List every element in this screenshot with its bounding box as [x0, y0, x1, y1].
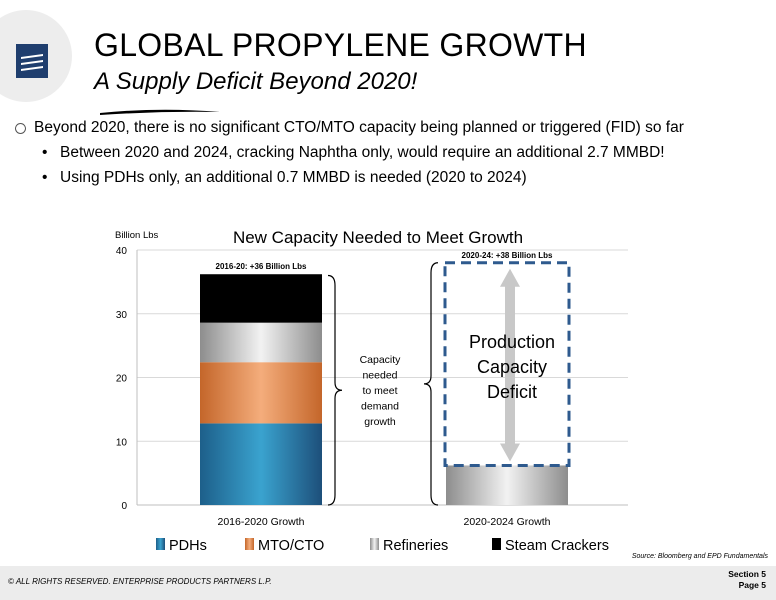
deficit-arrow [500, 268, 520, 462]
y-tick-label: 30 [116, 310, 128, 321]
deficit-text: Production [469, 332, 555, 352]
legend-swatch [492, 538, 501, 550]
legend-label: MTO/CTO [258, 538, 324, 554]
bullet-dot-icon: • [42, 169, 48, 186]
bullet-sub-text: Between 2020 and 2024, cracking Naphtha … [60, 144, 665, 161]
y-tick-label: 40 [116, 246, 128, 257]
section-number: Section 5 [728, 569, 766, 579]
y-tick-label: 0 [121, 501, 127, 512]
page-number: Page 5 [738, 580, 766, 590]
capacity-note-text: needed [362, 370, 397, 382]
bullet-dot-icon: • [42, 144, 48, 161]
bullet-sub: • Using PDHs only, an additional 0.7 MMB… [18, 168, 768, 187]
footer-bar: © ALL RIGHTS RESERVED. ENTERPRISE PRODUC… [0, 566, 776, 600]
bar1-total-label: 2016-20: +36 Billion Lbs [216, 262, 307, 271]
legend-label: PDHs [169, 538, 207, 554]
bullet-list: Beyond 2020, there is no significant CTO… [15, 118, 768, 187]
company-logo [16, 44, 48, 78]
bar-segment-refineries [446, 465, 568, 505]
bullet-sub: • Between 2020 and 2024, cracking Naphth… [18, 143, 768, 162]
legend-label: Refineries [383, 538, 448, 554]
chart-title: New Capacity Needed to Meet Growth [233, 228, 523, 247]
source-note: Source: Bloomberg and EPD Fundamentals [631, 553, 768, 560]
bar-segment-mto-cto [200, 362, 322, 424]
deficit-box [443, 261, 571, 467]
copyright-text: © ALL RIGHTS RESERVED. ENTERPRISE PRODUC… [8, 577, 272, 586]
bar-segment-steam-crackers [200, 274, 322, 323]
capacity-note-text: to meet [362, 385, 397, 397]
legend-label: Steam Crackers [505, 538, 609, 554]
y-tick-label: 10 [116, 437, 128, 448]
page-subtitle: A Supply Deficit Beyond 2020! [94, 68, 418, 95]
deficit-text: Capacity [477, 357, 547, 377]
bullet-main-text: Beyond 2020, there is no significant CTO… [34, 119, 684, 136]
y-axis-label: Billion Lbs [115, 230, 159, 241]
capacity-note-text: growth [364, 416, 396, 428]
bar-segment-pdhs [200, 423, 322, 505]
legend-swatch [156, 538, 165, 550]
legend-swatch [370, 538, 379, 550]
x-tick-label: 2016-2020 Growth [218, 516, 305, 528]
bullet-circle-icon [15, 123, 26, 134]
deficit-text: Deficit [487, 382, 537, 402]
capacity-note-text: demand [361, 401, 399, 413]
page-info: Section 5 Page 5 [728, 569, 766, 591]
capacity-note-text: Capacity [360, 354, 402, 366]
page-title: GLOBAL PROPYLENE GROWTH [94, 27, 587, 63]
bar2-total-label: 2020-24: +38 Billion Lbs [462, 251, 553, 260]
bullet-sub-text: Using PDHs only, an additional 0.7 MMBD … [60, 169, 527, 186]
y-tick-label: 20 [116, 374, 128, 385]
legend-swatch [245, 538, 254, 550]
right-brace [423, 262, 439, 506]
bar-segment-refineries [200, 322, 322, 363]
x-tick-label: 2020-2024 Growth [464, 516, 551, 528]
title-underline-swoosh [100, 109, 220, 115]
bullet-main: Beyond 2020, there is no significant CTO… [15, 118, 768, 137]
left-brace [327, 274, 343, 506]
